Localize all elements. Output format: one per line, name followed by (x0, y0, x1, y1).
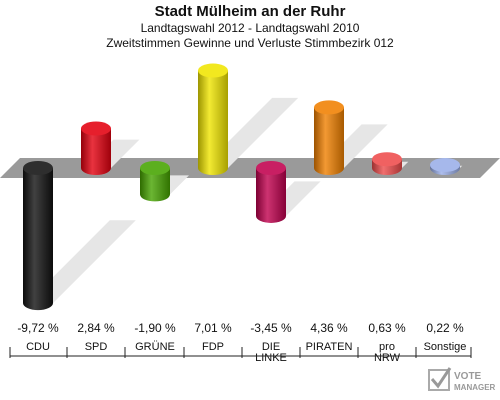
value-label-7: 0,22 % (426, 321, 464, 335)
bar-3 (198, 63, 228, 175)
value-label-4: -3,45 % (250, 321, 292, 335)
chart-description: Zweitstimmen Gewinne und Verluste Stimmb… (106, 36, 394, 50)
logo-line1: VOTE (454, 371, 482, 382)
checkmark-icon (428, 367, 452, 391)
bar-5 (314, 100, 344, 175)
bar-6 (372, 152, 402, 175)
bar-0 (23, 161, 53, 311)
category-label-6: pro NRW (374, 341, 401, 364)
category-label-7: Sonstige (424, 341, 467, 353)
category-label-0: CDU (26, 341, 50, 353)
value-label-1: 2,84 % (77, 321, 115, 335)
bar-7 (430, 157, 460, 175)
value-label-0: -9,72 % (17, 321, 59, 335)
value-label-2: -1,90 % (134, 321, 176, 335)
bar-4 (256, 161, 286, 223)
value-label-3: 7,01 % (194, 321, 232, 335)
category-label-2: GRÜNE (135, 341, 175, 353)
value-label-6: 0,63 % (368, 321, 406, 335)
logo-line2: MANAGER (454, 383, 496, 392)
value-labels: -9,72 % 2,84 % -1,90 % 7,01 % -3,45 % 4,36 % 0… (17, 321, 464, 335)
bar-1 (81, 121, 111, 175)
chart-title: Stadt Mülheim an der Ruhr (154, 3, 346, 20)
votemanager-logo: VOTE MANAGER (428, 367, 496, 392)
category-axis: CDU SPD GRÜNE FDP DIE LINKE PIRATEN pro NRW Sonst… (9, 341, 472, 364)
chart-header: Stadt Mülheim an der Ruhr Landtagswahl 2… (0, 3, 500, 51)
category-label-4: DIE LINKE (255, 341, 287, 364)
bar-shadow-0 (27, 220, 136, 304)
category-label-1: SPD (85, 341, 108, 353)
value-label-5: 4,36 % (310, 321, 348, 335)
bar-2 (140, 161, 170, 202)
category-label-3: FDP (202, 341, 224, 353)
bars (23, 63, 460, 311)
baseline-band (0, 158, 500, 178)
chart-subtitle: Landtagswahl 2012 - Landtagswahl 2010 (140, 21, 360, 35)
category-label-5: PIRATEN (306, 341, 353, 353)
